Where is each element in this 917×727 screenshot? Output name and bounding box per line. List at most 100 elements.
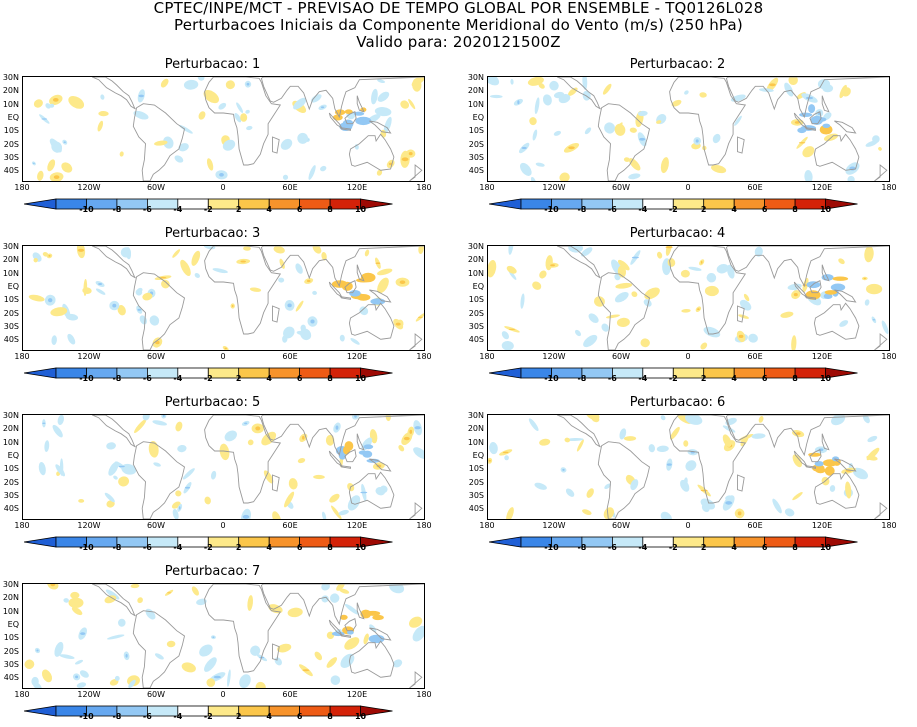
coastline [874,502,888,519]
coastline [356,433,365,451]
positive-anomaly-core [403,436,410,441]
positive-anomaly-shade [166,640,176,648]
negative-anomaly-core [212,636,215,638]
colorbar-tick-label: -10 [544,374,559,383]
colorbar [24,198,393,210]
negative-anomaly-shade [51,335,57,345]
panel-title: Perturbacao: 4 [629,226,726,241]
colorbar [24,705,393,717]
coastline [348,640,395,678]
coastline [132,441,186,519]
negative-anomaly-shade [321,595,329,603]
negative-anomaly-shade [490,94,503,99]
colorbar-segment [764,198,796,210]
positive-anomaly-shade [864,246,874,263]
longitude-label: 180 [14,521,30,530]
colorbar-tick-label: 8 [792,543,798,552]
positive-anomaly-shade [616,317,630,328]
colorbar-segment [207,198,240,210]
positive-anomaly-shade [119,151,124,157]
positive-anomaly-shade [617,259,630,271]
negative-anomaly-shade [204,657,217,672]
positive-anomaly-shade [527,77,544,86]
coastline [821,433,830,451]
negative-anomaly-shade [772,498,782,514]
negative-anomaly-core [725,501,733,505]
colorbar-tick-label: 6 [296,543,303,552]
coastline [556,415,601,448]
positive-anomaly-shade [660,157,669,174]
coastline [834,120,857,134]
positive-anomaly-shade [78,498,85,503]
longitude-label: 180 [881,352,897,361]
coastline [344,618,357,632]
negative-anomaly-shade [716,263,729,274]
colorbar-tick-label: 4 [266,205,272,214]
tropical-anomaly-shade [365,610,381,616]
colorbar-segment [764,536,796,548]
coastline [821,95,830,113]
positive-anomaly-core [408,152,413,156]
negative-anomaly-core [562,468,565,471]
latitude-label: 30S [468,152,484,162]
colorbar-segment [238,367,270,379]
negative-anomaly-shade [49,138,62,153]
negative-anomaly-shade [619,428,627,440]
colorbar-segment [207,536,240,548]
coastline [369,627,392,641]
longitude-label: 60E [747,183,763,192]
tropical-anomaly-shade [810,115,823,125]
positive-anomaly-core [502,451,509,454]
negative-anomaly-shade [542,94,552,106]
panel-title: Perturbacao: 3 [164,226,261,241]
negative-anomaly-shade [295,263,303,274]
tropical-anomaly-shade [822,123,831,128]
negative-anomaly-shade [530,176,536,181]
colorbar-segment [238,198,270,210]
latitude-label: 30S [468,321,484,331]
colorbar-tick-label: 6 [296,712,303,721]
negative-anomaly-shade [534,97,540,115]
positive-anomaly-shade [336,584,345,591]
coastline [132,103,186,181]
latitude-label: 30N [467,411,484,420]
colorbar-min-arrow [489,367,522,379]
positive-anomaly-shade [98,110,109,117]
negative-anomaly-shade [54,641,64,657]
longitude-label: 180 [14,690,30,699]
positive-anomaly-shade [117,305,126,316]
colorbar-segment [268,536,301,548]
negative-anomaly-shade [510,78,514,85]
positive-anomaly-shade [845,481,852,499]
colorbar-tick-label: 8 [327,374,333,383]
negative-anomaly-shade [558,94,571,104]
colorbar-tick-label: 2 [700,374,707,383]
tropical-anomaly-shade [812,464,825,472]
panel-title: Perturbacao: 7 [164,564,261,579]
positive-anomaly-core [863,277,866,280]
negative-anomaly-core [213,675,221,679]
colorbar-tick-label: -8 [577,374,587,383]
tropical-anomaly-shade [355,116,372,126]
positive-anomaly-shade [134,419,147,434]
negative-anomaly-shade [748,333,758,343]
longitude-label: 120E [346,521,368,530]
positive-anomaly-shade [312,246,322,254]
positive-anomaly-shade [104,595,117,604]
coastline [91,415,136,448]
latitude-label: 10N [467,437,484,447]
colorbar-tick-label: -4 [638,374,648,383]
coastline [409,333,423,350]
positive-anomaly-shade [539,270,547,279]
positive-anomaly-shade [191,250,201,266]
positive-anomaly-shade [488,260,497,278]
title-line-2: Perturbacoes Iniciais da Componente Meri… [174,16,743,34]
negative-anomaly-shade [520,293,525,309]
negative-anomaly-shade [568,246,583,253]
negative-anomaly-shade [701,503,710,513]
title-line-3: Valido para: 2020121500Z [356,33,561,51]
positive-anomaly-shade [586,415,600,420]
perturbation-panel: Perturbacao: 2 30N 20N 10N EQ 10S 20S 30S 40S 180… [465,58,897,220]
colorbar-min-arrow [24,198,57,210]
negative-anomaly-core [178,506,181,510]
